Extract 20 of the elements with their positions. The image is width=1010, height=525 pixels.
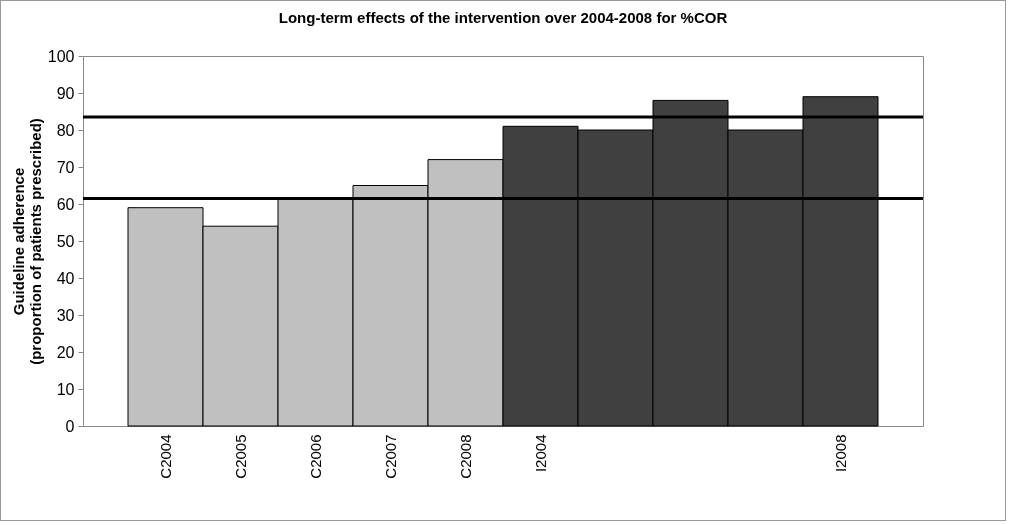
y-tick-label: 10 bbox=[56, 380, 75, 398]
y-tick-label: 30 bbox=[56, 306, 75, 324]
y-tick-label: 0 bbox=[65, 417, 75, 435]
x-tick-label: C2008 bbox=[456, 434, 474, 479]
x-tick-label: C2007 bbox=[381, 434, 399, 479]
y-tick-label: 90 bbox=[56, 84, 75, 102]
chart-title: Long-term effects of the intervention over 2004-2008 for %COR bbox=[278, 9, 728, 26]
y-tick-label: 70 bbox=[56, 158, 75, 176]
x-tick-label: C2005 bbox=[231, 434, 249, 479]
x-tick-label: I2004 bbox=[531, 434, 549, 473]
y-tick-label: 40 bbox=[56, 269, 75, 287]
x-tick-label: C2004 bbox=[156, 434, 174, 479]
x-tick-label: C2006 bbox=[306, 434, 324, 479]
y-tick-label: 50 bbox=[56, 232, 75, 250]
y-tick-label: 60 bbox=[56, 195, 75, 213]
y-tick-label: 100 bbox=[47, 47, 75, 65]
y-tick-label: 20 bbox=[56, 343, 75, 361]
y-tick-label: 80 bbox=[56, 121, 75, 139]
x-tick-label: I2008 bbox=[831, 434, 849, 473]
y-axis-title: Guideline adherence (proportion of patients prescribed) bbox=[9, 118, 44, 365]
